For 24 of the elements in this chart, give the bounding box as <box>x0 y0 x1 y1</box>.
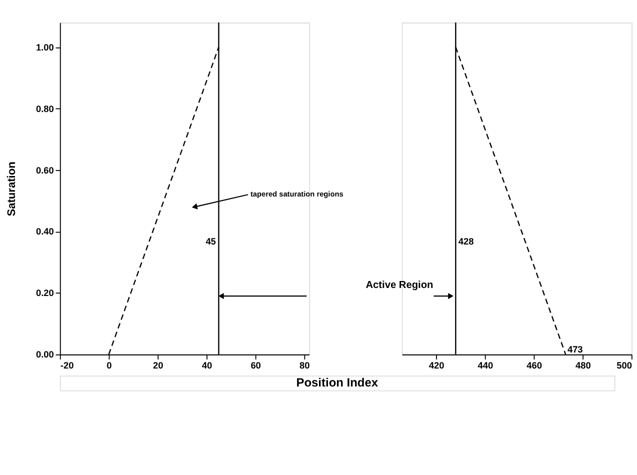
y-tick-label: 0.40 <box>36 226 54 237</box>
ref-line-label: 45 <box>206 236 216 246</box>
x-tick-label: -20 <box>60 360 74 371</box>
y-tick-label: 0.80 <box>36 104 54 114</box>
x-tick-label: 0 <box>106 360 112 371</box>
x-tick-label: 60 <box>250 360 261 371</box>
y-tick-label: 0.20 <box>36 288 54 298</box>
y-axis-title: Saturation <box>6 161 18 216</box>
annotation: tapered saturation regions <box>250 189 344 198</box>
x-axis-title: Position Index <box>296 376 378 390</box>
annotation: 473 <box>567 344 583 355</box>
x-tick-label: 500 <box>616 360 632 371</box>
x-tick-label: 40 <box>202 360 212 371</box>
y-tick-label: 0.00 <box>36 350 54 360</box>
y-tick-label: 0.60 <box>36 165 54 176</box>
x-tick-label: 420 <box>428 360 444 371</box>
ref-line-label: 428 <box>458 236 474 246</box>
annotation: Active Region <box>366 280 434 292</box>
x-tick-label: 480 <box>575 360 591 371</box>
x-tick-label: 20 <box>152 360 164 371</box>
x-tick-label: 460 <box>526 360 542 371</box>
y-tick-label: 1.00 <box>36 42 54 52</box>
x-tick-label: 80 <box>300 360 310 371</box>
x-tick-label: 440 <box>478 360 494 371</box>
